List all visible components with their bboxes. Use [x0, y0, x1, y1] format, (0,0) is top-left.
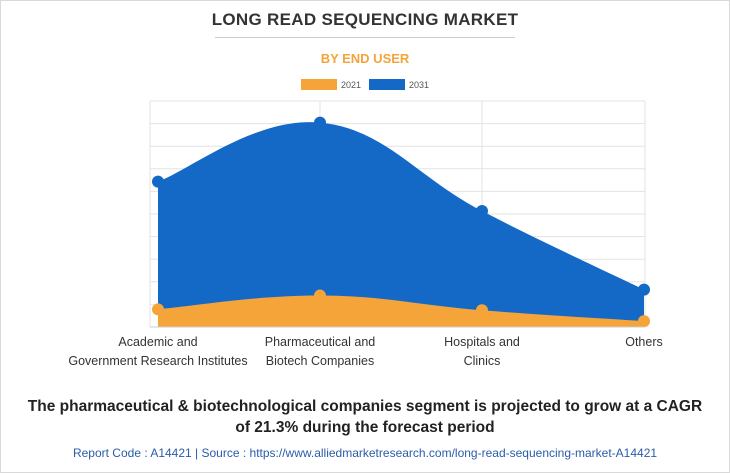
- cagr-statement-line1: The pharmaceutical & biotechnological co…: [27, 398, 703, 415]
- data-point-2021: [638, 315, 650, 328]
- x-tick-label: Hospitals and Clinics: [444, 335, 520, 368]
- data-point-2021: [314, 289, 326, 302]
- legend-item-2031[interactable]: 2031: [369, 79, 429, 90]
- source-line[interactable]: Report Code : A14421 | Source : https://…: [72, 446, 658, 460]
- legend-item-2021[interactable]: 2021: [300, 79, 361, 90]
- legend: 2021 2031: [0, 79, 730, 90]
- legend-label-2031: 2031: [409, 79, 430, 90]
- cagr-statement: The pharmaceutical & biotechnological co…: [0, 396, 730, 438]
- data-point-2031: [638, 283, 650, 296]
- data-point-2031: [314, 116, 326, 129]
- x-tick-label: Others: [625, 335, 663, 349]
- title-divider: [215, 37, 515, 38]
- x-tick-label: Academic and Government Research Institut…: [68, 335, 248, 368]
- area-series-2021: [158, 295, 644, 327]
- data-point-2031: [476, 205, 488, 218]
- data-point-2021: [152, 303, 164, 316]
- area-series-2031: [158, 122, 644, 328]
- chart-subtitle: BY END USER: [320, 51, 410, 66]
- x-tick-label: Pharmaceutical and Biotech Companies: [264, 335, 376, 368]
- legend-swatch-2021: [300, 79, 337, 90]
- legend-label-2021: 2021: [340, 79, 361, 90]
- legend-swatch-2031: [369, 79, 405, 90]
- area-chart: [149, 100, 650, 328]
- data-point-2021: [476, 304, 488, 317]
- chart-title: LONG READ SEQUENCING MARKET: [211, 10, 519, 29]
- data-point-2031: [152, 175, 164, 188]
- cagr-statement-line2: of 21.3% during the forecast period: [235, 419, 495, 436]
